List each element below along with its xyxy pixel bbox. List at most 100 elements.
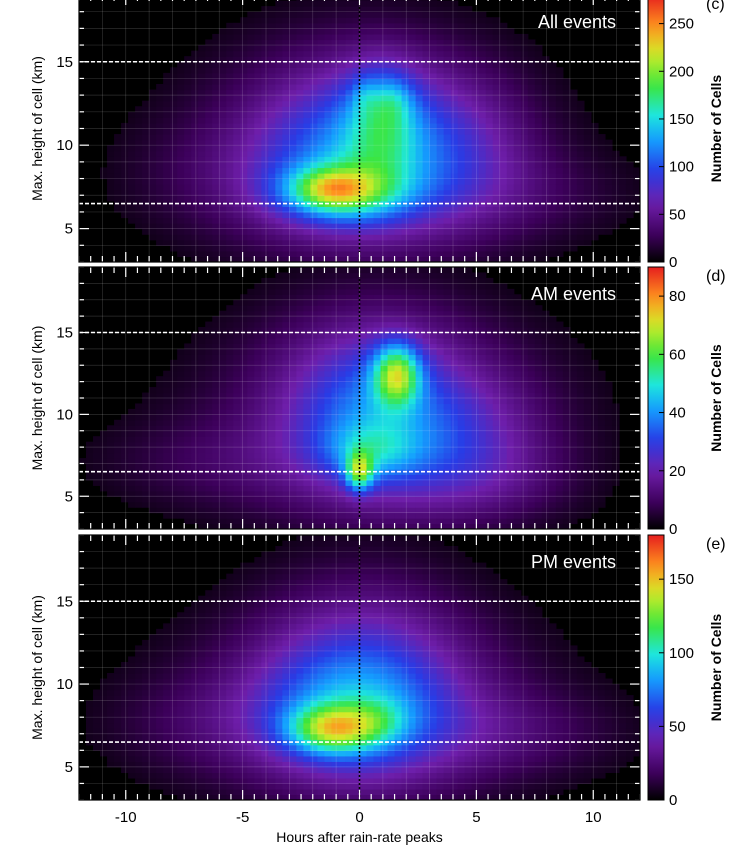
heatmap-cell [415, 387, 424, 394]
heatmap-cell [422, 343, 431, 350]
heatmap-cell [408, 288, 417, 295]
heatmap-cell [198, 381, 206, 388]
heatmap-cell [436, 150, 445, 157]
heatmap-cell [520, 167, 529, 174]
heatmap-cell [422, 39, 431, 46]
heatmap-cell [310, 78, 319, 85]
heatmap-cell [275, 39, 283, 46]
heatmap-cell [156, 117, 164, 124]
heatmap-cell [310, 387, 319, 394]
heatmap-cell [520, 150, 529, 157]
heatmap-cell [261, 245, 269, 252]
heatmap-cell [233, 354, 241, 361]
heatmap-cell [387, 272, 396, 279]
heatmap-cell [324, 458, 333, 465]
heatmap-cell [345, 447, 354, 454]
heatmap-cell [121, 447, 129, 454]
heatmap-cell [275, 234, 283, 241]
heatmap-cell [569, 217, 578, 224]
heatmap-cell [226, 228, 234, 235]
heatmap-cell [233, 206, 241, 213]
heatmap-cell [93, 468, 101, 476]
heatmap-cell [156, 150, 164, 157]
heatmap-cell [352, 359, 361, 366]
heatmap-cell [422, 518, 431, 525]
heatmap-cell [422, 84, 431, 91]
heatmap-cell [471, 17, 480, 24]
heatmap-cell [226, 387, 234, 394]
heatmap-cell [373, 463, 382, 470]
heatmap-cell [275, 156, 283, 163]
heatmap-cell [436, 490, 445, 497]
heatmap-cell [198, 239, 206, 246]
heatmap-cell [233, 211, 241, 219]
heatmap-cell [597, 178, 606, 185]
heatmap-cell [331, 128, 340, 135]
heatmap-cell [142, 501, 150, 508]
heatmap-cell [212, 128, 220, 135]
heatmap-cell [576, 150, 585, 157]
heatmap-cell [268, 458, 276, 465]
heatmap-cell [310, 354, 319, 361]
heatmap-cell [268, 106, 276, 113]
heatmap-cell [142, 184, 150, 191]
heatmap-cell [422, 474, 431, 481]
heatmap-cell [233, 507, 241, 514]
heatmap-cell [205, 139, 213, 146]
heatmap-cell [310, 161, 319, 169]
heatmap-cell [597, 211, 606, 219]
heatmap-cell [240, 150, 248, 157]
heatmap-cell [436, 184, 445, 191]
heatmap-cell [310, 22, 319, 29]
heatmap-cell [128, 184, 136, 191]
heatmap-cell [324, 310, 333, 317]
heatmap-cell [93, 436, 101, 443]
heatmap-cell [345, 398, 354, 405]
heatmap-cell [527, 45, 536, 52]
heatmap-cell [457, 122, 466, 130]
heatmap-cell [373, 501, 382, 508]
heatmap-cell [219, 458, 227, 465]
heatmap-cell [380, 245, 389, 252]
heatmap-cell [233, 61, 241, 68]
heatmap-cell [114, 139, 122, 146]
heatmap-cell [583, 111, 592, 118]
heatmap-cell [471, 250, 480, 258]
heatmap-cell [226, 381, 234, 388]
heatmap-cell [303, 234, 312, 241]
heatmap-cell [548, 95, 557, 102]
heatmap-cell [527, 117, 536, 124]
heatmap-cell [345, 78, 354, 85]
heatmap-cell [569, 173, 578, 180]
heatmap-cell [310, 89, 319, 96]
heatmap-cell [184, 228, 192, 235]
heatmap-cell [240, 425, 248, 432]
heatmap-cell [359, 288, 368, 295]
heatmap-cell [296, 0, 304, 7]
heatmap-cell [275, 22, 283, 29]
heatmap-cell [373, 518, 382, 525]
heatmap-cell [422, 479, 431, 486]
heatmap-cell [408, 403, 417, 410]
heatmap-cell [296, 145, 304, 152]
heatmap-cell [149, 184, 157, 191]
heatmap-cell [625, 195, 634, 202]
heatmap-cell [492, 72, 501, 80]
heatmap-cell [163, 167, 171, 174]
heatmap-cell [100, 436, 108, 443]
heatmap-cell [128, 447, 136, 454]
heatmap-cell [254, 189, 262, 196]
heatmap-cell [345, 387, 354, 394]
heatmap-cell [464, 128, 473, 135]
heatmap-cell [324, 392, 333, 399]
heatmap-cell [254, 167, 262, 174]
heatmap-cell [394, 122, 403, 130]
heatmap-cell [282, 0, 290, 7]
heatmap-cell [443, 67, 452, 74]
heatmap-cell [156, 122, 164, 130]
heatmap-cell [226, 337, 234, 345]
heatmap-cell [359, 22, 368, 29]
heatmap-cell [394, 343, 403, 350]
heatmap-cell [149, 474, 157, 481]
heatmap-cell [184, 414, 192, 421]
